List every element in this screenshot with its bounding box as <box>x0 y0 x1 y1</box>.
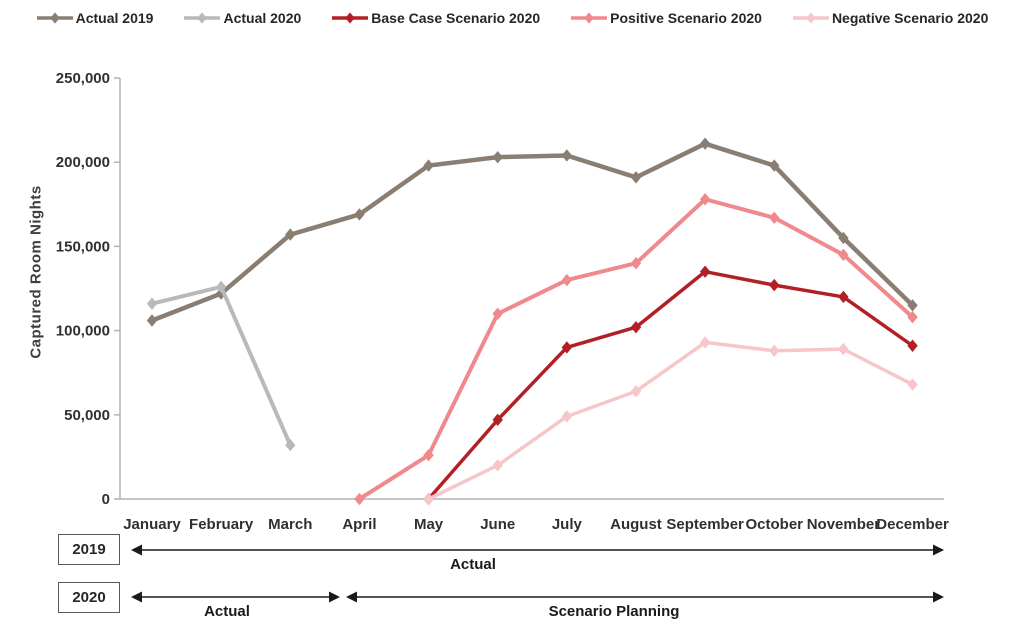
legend-item: Base Case Scenario 2020 <box>331 10 540 26</box>
data-point-marker <box>285 438 296 452</box>
data-point-marker <box>146 314 158 327</box>
data-point-marker <box>146 297 158 310</box>
data-point-marker <box>215 280 227 294</box>
data-point-marker <box>561 410 573 423</box>
data-point-marker <box>769 278 780 292</box>
arrowhead-left-icon <box>346 591 357 603</box>
x-tick-label: November <box>807 516 881 533</box>
legend-item: Negative Scenario 2020 <box>792 10 988 26</box>
data-point-marker <box>561 149 573 162</box>
x-tick-label: July <box>552 516 583 533</box>
timeline-2020-scenario-label: Scenario Planning <box>548 603 680 620</box>
data-point-marker <box>285 228 296 241</box>
data-point-marker <box>630 385 642 398</box>
y-tick-label: 100,000 <box>56 323 110 340</box>
legend-item: Positive Scenario 2020 <box>570 10 762 26</box>
timeline-arrows <box>131 544 944 603</box>
arrowhead-left-icon <box>131 591 142 603</box>
timeline-2020-actual-label: Actual <box>204 603 250 620</box>
data-point-marker <box>492 150 503 164</box>
legend-label: Base Case Scenario 2020 <box>371 10 541 26</box>
x-tick-label: June <box>480 516 515 533</box>
x-tick-label: February <box>189 516 254 533</box>
legend-marker-icon <box>792 12 829 24</box>
x-tick-label: September <box>666 516 744 533</box>
legend: Actual 2019 Actual 2020 Base Case Scenario… <box>0 6 1024 30</box>
y-tick-label: 200,000 <box>56 154 110 171</box>
series-positive-scenario-2020 <box>354 193 918 506</box>
x-tick-label: December <box>876 516 949 533</box>
legend-label: Actual 2020 <box>223 10 302 26</box>
legend-marker-icon <box>184 12 221 24</box>
legend-item: Actual 2020 <box>183 10 301 26</box>
legend-item: Actual 2019 <box>36 10 154 26</box>
data-point-marker <box>492 413 503 427</box>
data-point-marker <box>769 344 780 358</box>
legend-label: Positive Scenario 2020 <box>610 10 762 26</box>
data-point-marker <box>699 193 711 206</box>
series-actual-2020 <box>146 280 296 452</box>
arrowhead-right-icon <box>933 544 944 556</box>
y-tick-label: 250,000 <box>56 70 110 87</box>
y-tick-label: 150,000 <box>56 238 110 255</box>
data-point-marker <box>354 208 365 221</box>
data-point-marker <box>492 307 503 320</box>
legend-marker-icon <box>36 12 73 24</box>
arrowhead-left-icon <box>131 544 142 556</box>
data-point-marker <box>907 378 918 391</box>
data-point-marker <box>354 492 365 506</box>
x-tick-label: October <box>746 516 804 533</box>
x-tick-label: May <box>414 516 444 533</box>
data-point-marker <box>630 321 642 334</box>
data-point-marker <box>423 159 434 172</box>
data-point-marker <box>630 257 642 270</box>
x-tick-label: January <box>123 516 181 533</box>
data-point-marker <box>561 341 573 354</box>
x-tick-label: April <box>342 516 376 533</box>
data-point-marker <box>907 299 918 312</box>
data-point-marker <box>492 459 503 472</box>
series-base-case-scenario-2020 <box>423 265 918 506</box>
series-line <box>149 141 915 323</box>
arrowhead-right-icon <box>933 591 944 603</box>
data-point-marker <box>561 273 573 287</box>
data-point-marker <box>838 231 849 245</box>
data-point-marker <box>699 336 711 349</box>
data-point-marker <box>838 290 849 304</box>
x-tick-label: August <box>610 516 662 533</box>
year-box-2019: 2019 <box>58 534 120 565</box>
legend-label: Negative Scenario 2020 <box>831 10 989 26</box>
data-point-marker <box>907 310 918 324</box>
legend-label: Actual 2019 <box>75 10 154 26</box>
legend-marker-icon <box>332 12 369 24</box>
year-box-2020: 2020 <box>58 582 120 613</box>
data-point-marker <box>838 342 849 356</box>
y-tick-label: 0 <box>102 491 110 508</box>
data-point-marker <box>699 137 711 150</box>
arrowhead-right-icon <box>329 591 340 603</box>
x-tick-label: March <box>268 516 312 533</box>
data-point-marker <box>907 339 918 352</box>
axes: 0 50,000 100,000 150,000 200,000 250,000 Janua… <box>56 70 949 533</box>
data-point-marker <box>423 449 434 462</box>
y-tick-label: 50,000 <box>64 407 110 424</box>
data-point-marker <box>630 171 642 184</box>
y-axis-title: Captured Room Nights <box>27 185 45 359</box>
data-point-marker <box>838 248 849 262</box>
data-point-marker <box>699 265 711 278</box>
legend-marker-icon <box>571 12 608 24</box>
series-negative-scenario-2020 <box>423 336 918 506</box>
data-point-marker <box>769 211 780 224</box>
data-point-marker <box>423 492 434 506</box>
timeline-2019-actual-label: Actual <box>450 556 496 573</box>
series-line <box>426 340 915 501</box>
series-line <box>426 269 915 501</box>
data-point-marker <box>769 159 780 172</box>
